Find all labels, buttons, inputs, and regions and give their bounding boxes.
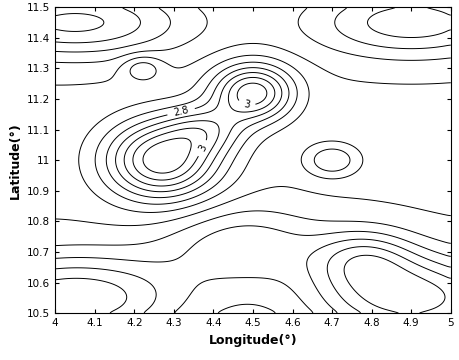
Text: 2.8: 2.8	[172, 105, 189, 118]
Y-axis label: Latitude(°): Latitude(°)	[9, 122, 22, 199]
X-axis label: Longitude(°): Longitude(°)	[208, 334, 297, 347]
Text: 3: 3	[196, 143, 208, 153]
Text: 3: 3	[242, 99, 250, 110]
